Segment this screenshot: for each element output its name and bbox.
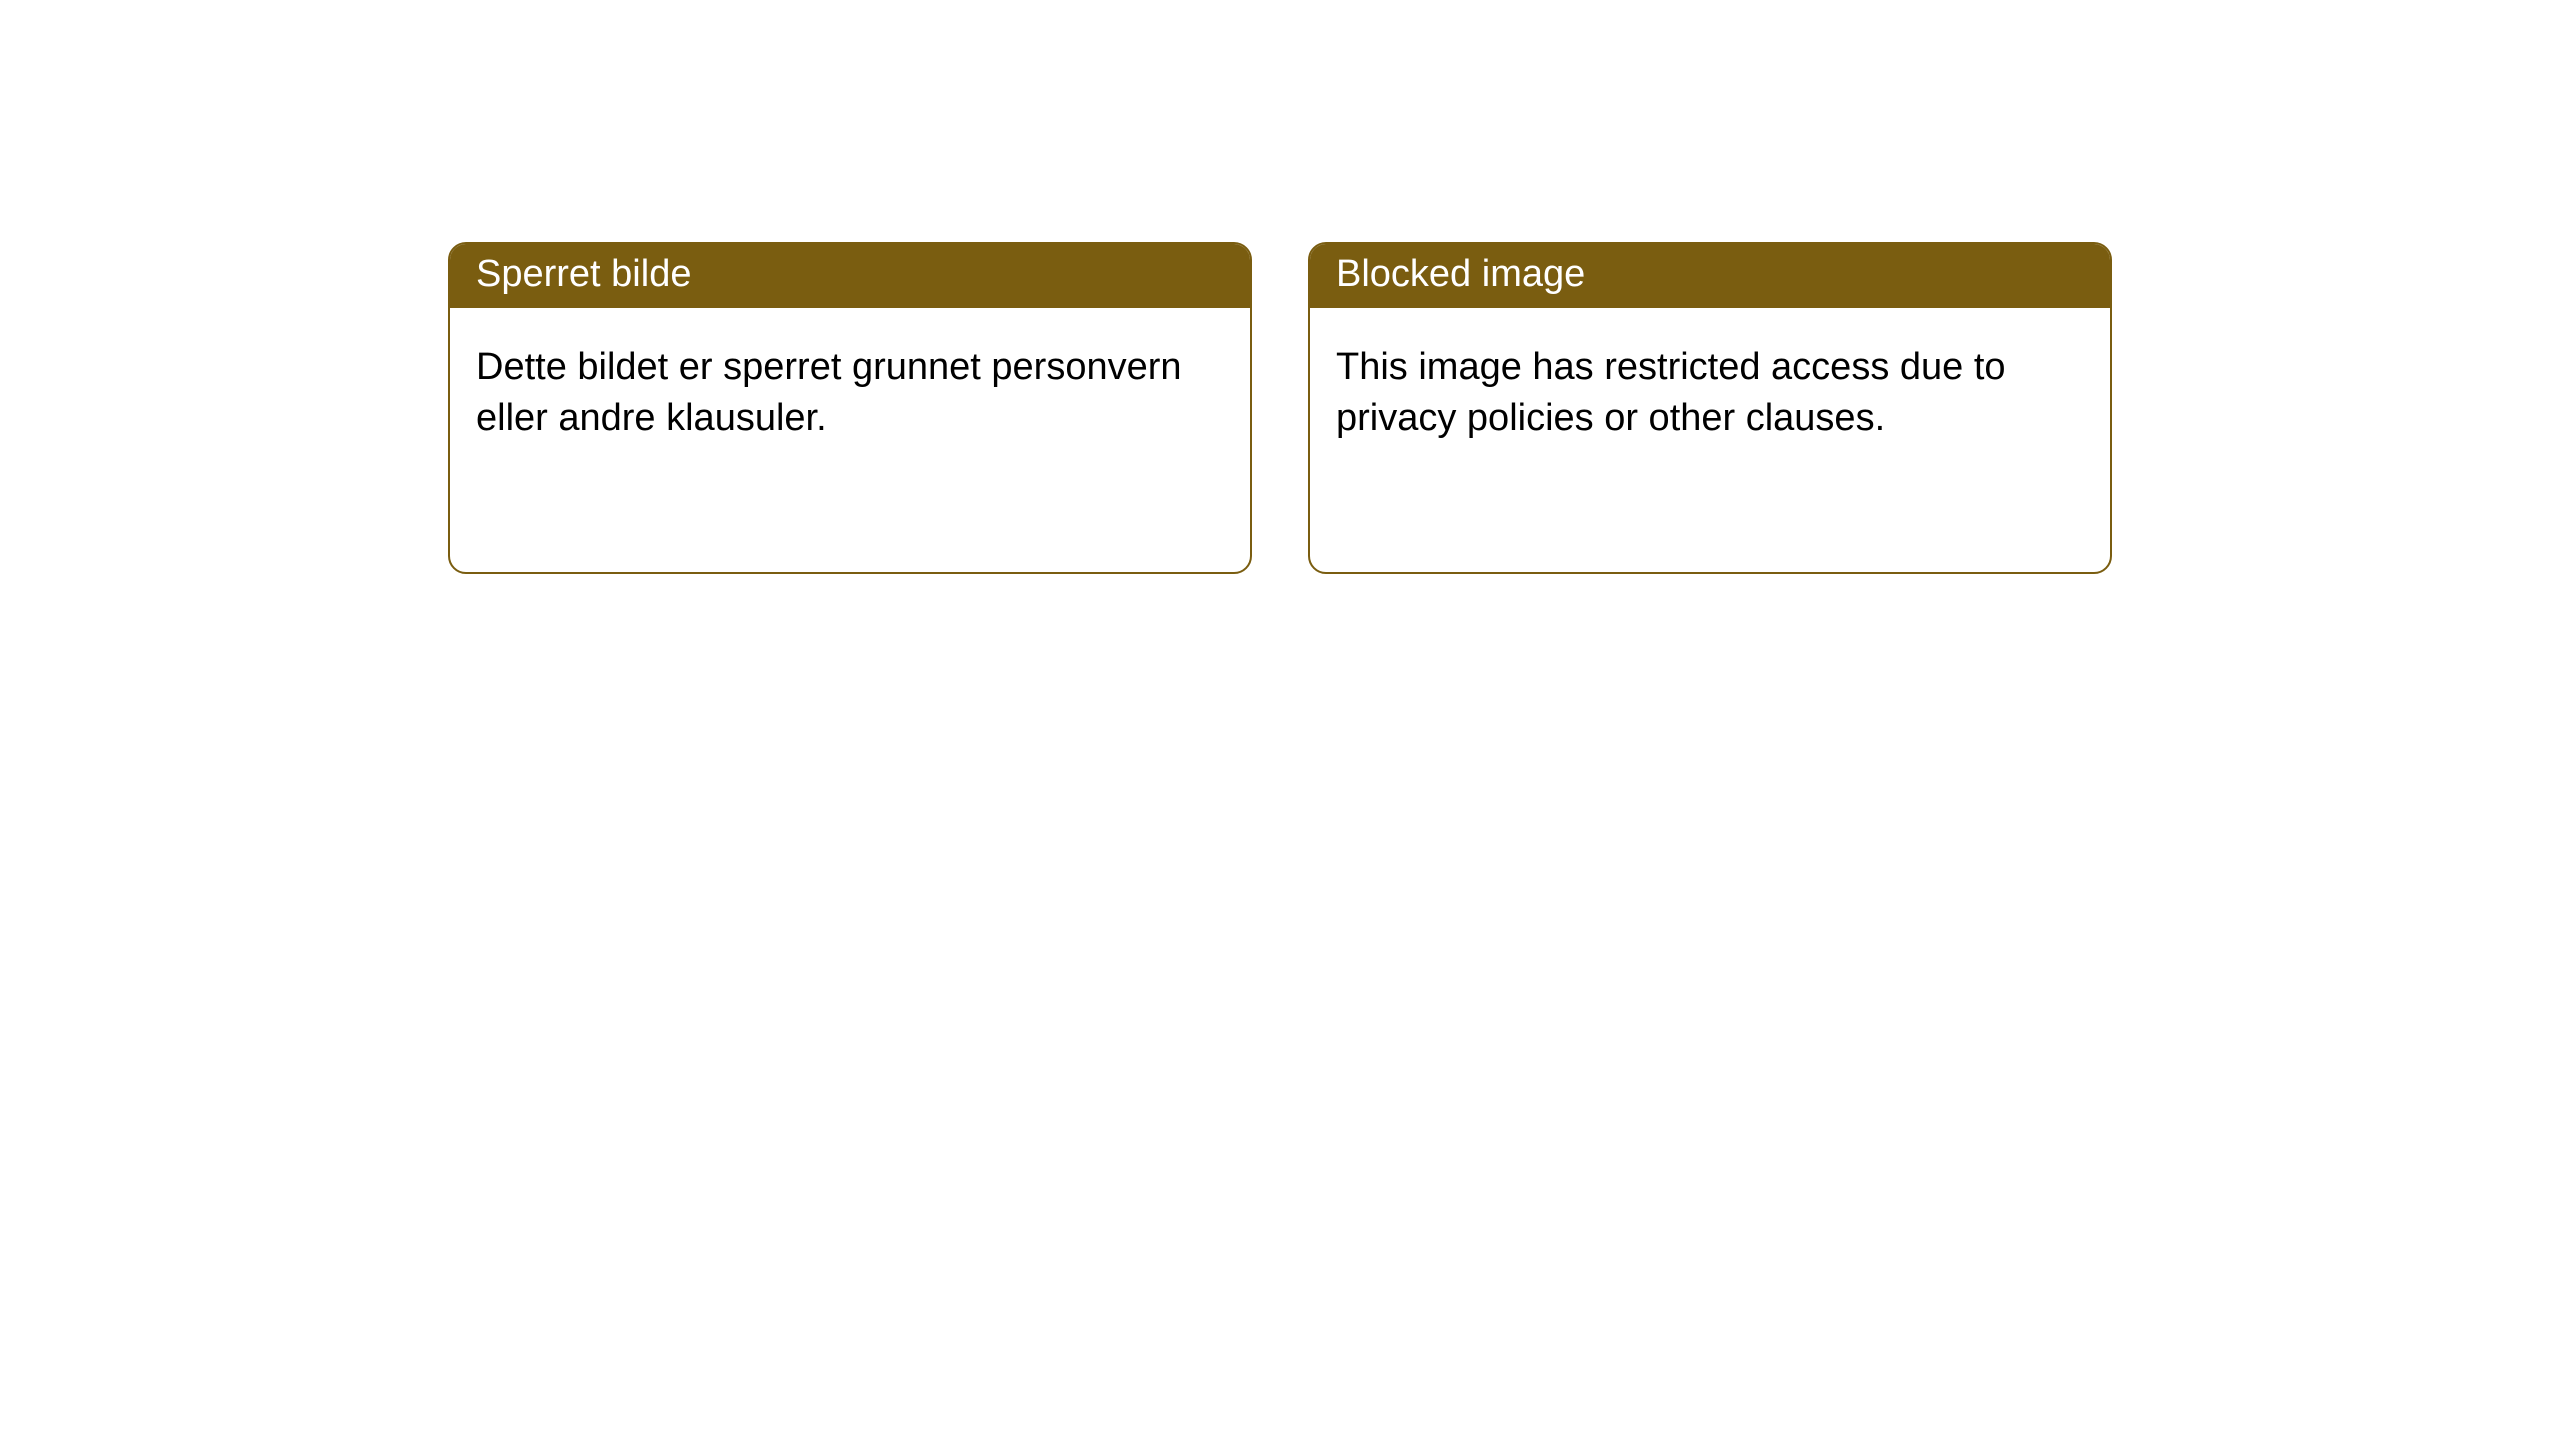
- notice-body-english: This image has restricted access due to …: [1310, 308, 2110, 479]
- notice-body-norwegian: Dette bildet er sperret grunnet personve…: [450, 308, 1250, 479]
- notice-header-english: Blocked image: [1310, 244, 2110, 308]
- notice-box-english: Blocked image This image has restricted …: [1308, 242, 2112, 574]
- notice-header-norwegian: Sperret bilde: [450, 244, 1250, 308]
- notice-container: Sperret bilde Dette bildet er sperret gr…: [0, 0, 2560, 574]
- notice-box-norwegian: Sperret bilde Dette bildet er sperret gr…: [448, 242, 1252, 574]
